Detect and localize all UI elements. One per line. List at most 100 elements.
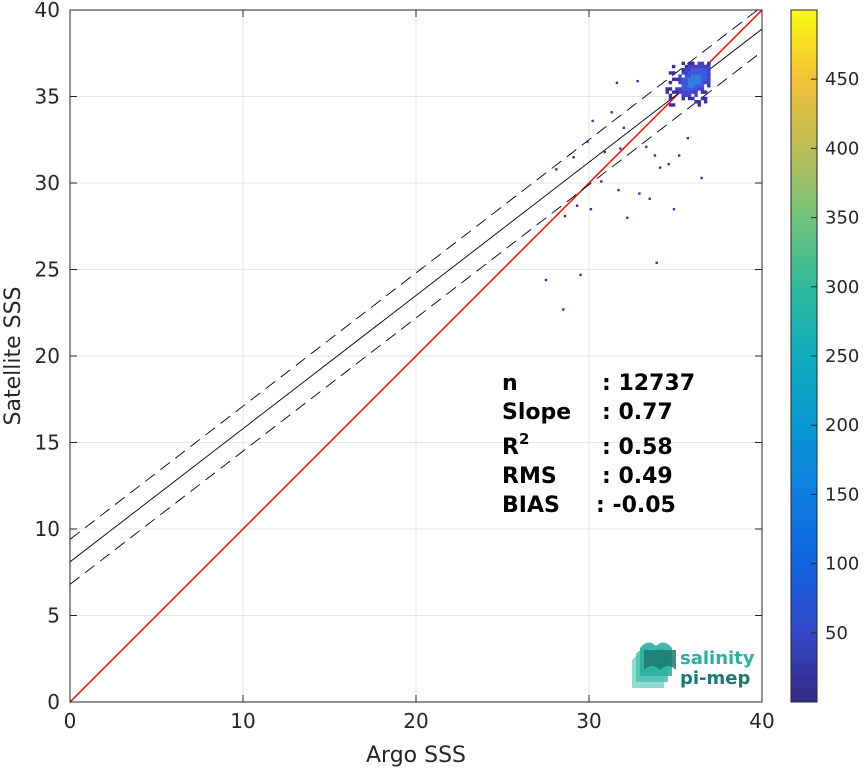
density-cell <box>707 74 711 78</box>
density-cell <box>691 84 695 88</box>
y-tick-label: 40 <box>35 0 60 22</box>
density-cell <box>665 87 669 91</box>
density-cell <box>700 84 705 88</box>
density-cell <box>675 87 679 91</box>
colorbar-tick-label: 300 <box>825 277 859 298</box>
logo-waves-icon <box>632 642 676 688</box>
stat-slope-label: Slope <box>502 400 571 425</box>
density-cell <box>684 77 689 82</box>
density-cell <box>700 74 705 78</box>
outlier-point <box>619 147 622 150</box>
outlier-point <box>544 278 548 282</box>
density-cell <box>697 103 701 107</box>
colorbar-tick-label: 350 <box>825 208 859 229</box>
outlier-point <box>700 176 703 180</box>
outlier-point <box>626 216 629 219</box>
density-cell <box>697 71 701 75</box>
colorbar-tick-label: 200 <box>825 415 859 436</box>
stat-rms-label: RMS <box>502 464 557 489</box>
outlier-point <box>636 79 639 83</box>
outlier-point <box>638 192 641 195</box>
density-cell <box>707 64 711 69</box>
density-cell <box>694 87 698 91</box>
outlier-point <box>555 168 558 171</box>
density-cell <box>703 74 708 78</box>
density-cell <box>700 68 705 72</box>
density-cell <box>665 90 669 94</box>
x-tick-label: 20 <box>403 709 428 733</box>
density-cell <box>678 80 682 85</box>
density-cell <box>700 96 705 101</box>
y-axis-ticks: 0 5 10 15 20 25 30 35 40 <box>35 0 762 714</box>
density-cell <box>684 68 689 72</box>
density-cell <box>691 64 695 69</box>
outlier-point <box>591 119 594 123</box>
regression-line <box>70 28 762 563</box>
density-cell <box>691 77 695 82</box>
density-cell <box>707 71 711 75</box>
density-cell <box>681 77 685 82</box>
outlier-point <box>615 81 619 85</box>
density-cell <box>700 80 705 85</box>
stat-n-label: n <box>502 371 518 396</box>
density-cell <box>684 93 689 98</box>
density-cell <box>681 90 685 94</box>
density-cell <box>668 103 673 107</box>
density-cell <box>691 96 695 101</box>
outlier-point <box>645 145 648 149</box>
density-cell <box>694 90 698 94</box>
density-cell <box>687 80 692 85</box>
density-cell <box>681 68 685 72</box>
outlier-point <box>667 162 670 166</box>
x-tick-label: 10 <box>230 709 255 733</box>
density-cell <box>684 80 689 85</box>
density-cell <box>697 77 701 82</box>
stats-annotation: n : 12737 Slope : 0.77 R2 : 0.58 RMS : 0… <box>502 371 695 518</box>
density-cell <box>700 77 705 82</box>
density-cell <box>694 93 698 98</box>
density-cell <box>707 80 711 85</box>
stat-r2-value: : 0.58 <box>602 435 673 460</box>
density-cell <box>681 80 685 85</box>
stat-slope-value: : 0.77 <box>602 400 673 425</box>
density-cell <box>687 96 692 101</box>
density-cell <box>678 87 682 91</box>
density-cell <box>668 80 673 85</box>
density-cell <box>684 74 689 78</box>
density-cell <box>684 87 689 91</box>
stat-n-value: : 12737 <box>602 371 695 396</box>
colorbar-tick-label: 100 <box>825 554 859 575</box>
density-cell <box>687 87 692 91</box>
density-cell <box>684 71 689 75</box>
density-cell <box>703 100 708 104</box>
density-cell <box>687 68 692 72</box>
density-cell <box>681 96 685 101</box>
density-cell <box>703 71 708 75</box>
density-cell <box>678 77 682 82</box>
outlier-point <box>579 273 582 277</box>
density-cell <box>678 90 682 94</box>
colorbar-ticks: 50 100 150 200 250 300 350 400 450 <box>811 69 859 644</box>
density-cell <box>671 103 676 107</box>
density-cell <box>707 84 711 88</box>
x-axis-ticks: 0 10 20 30 40 <box>64 10 775 733</box>
density-cell <box>671 64 676 69</box>
outlier-points <box>544 79 703 311</box>
logo-line1: salinity <box>680 648 755 669</box>
y-tick-label: 15 <box>35 431 60 455</box>
identity-line <box>70 10 762 702</box>
outlier-point <box>562 308 565 311</box>
density-cell <box>687 64 692 69</box>
density-cell <box>697 80 701 85</box>
density-cell <box>681 93 685 98</box>
density-cell <box>700 87 705 91</box>
outlier-point <box>648 197 651 200</box>
density-cell <box>694 71 698 75</box>
density-cell <box>691 71 695 75</box>
density-cell <box>707 61 711 66</box>
stat-bias-value: : -0.05 <box>596 493 676 518</box>
outlier-point <box>563 214 567 218</box>
colorbar-tick-label: 250 <box>825 346 859 367</box>
y-tick-label: 25 <box>35 258 60 282</box>
